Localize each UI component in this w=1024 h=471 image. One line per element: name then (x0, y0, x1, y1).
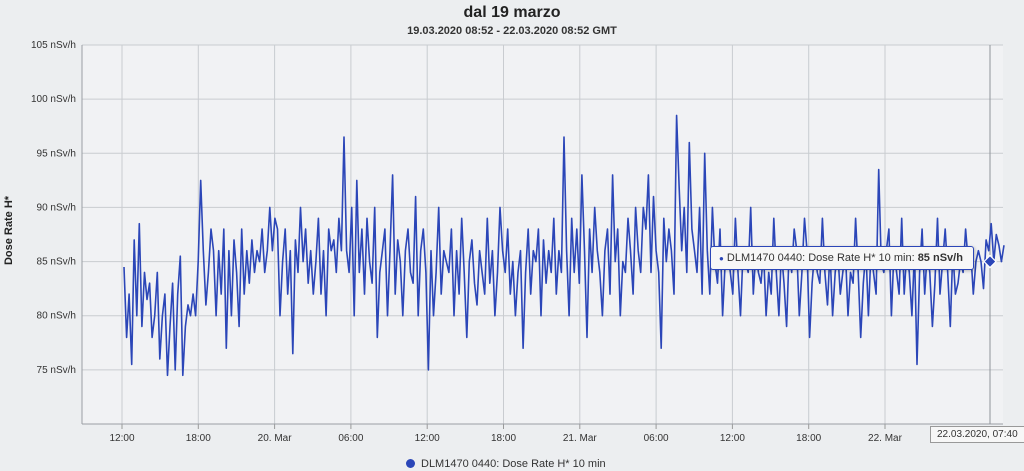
chart-legend[interactable]: DLM1470 0440: Dose Rate H* 10 min (406, 458, 606, 470)
chart-subtitle: 19.03.2020 08:52 - 22.03.2020 08:52 GMT (407, 25, 617, 37)
x-tick-label: 12:00 (720, 433, 745, 444)
x-tick-label: 06:00 (644, 433, 669, 444)
tooltip-value: 85 nSv/h (917, 252, 963, 264)
x-tick-label: 18:00 (796, 433, 821, 444)
x-tick-label: 12:00 (415, 433, 440, 444)
y-tick-label: 105 nSv/h (31, 40, 76, 51)
plot-area (82, 45, 1003, 424)
crosshair-x-label: 22.03.2020, 07:40 (930, 426, 1024, 443)
x-tick-label: 18:00 (186, 433, 211, 444)
x-tick-label: 18:00 (491, 433, 516, 444)
x-tick-label: 12:00 (109, 433, 134, 444)
x-tick-label: 20. Mar (258, 433, 293, 444)
y-tick-label: 95 nSv/h (37, 148, 76, 159)
y-tick-label: 100 nSv/h (31, 94, 76, 105)
x-tick-label: 06:00 (338, 433, 363, 444)
y-tick-label: 90 nSv/h (37, 202, 76, 213)
hover-point[interactable] (983, 254, 997, 269)
legend-label: DLM1470 0440: Dose Rate H* 10 min (421, 458, 606, 470)
x-tick-label: 22. Mar (868, 433, 903, 444)
data-tooltip: ● DLM1470 0440: Dose Rate H* 10 min: 85 … (710, 246, 974, 270)
legend-marker-icon (406, 459, 415, 468)
chart-title: dal 19 marzo (463, 4, 561, 21)
y-tick-label: 75 nSv/h (37, 365, 76, 376)
y-tick-label: 85 nSv/h (37, 257, 76, 268)
tooltip-marker-icon: ● (719, 254, 724, 263)
y-tick-label: 80 nSv/h (37, 311, 76, 322)
tooltip-series-label: DLM1470 0440: Dose Rate H* 10 min: (726, 252, 915, 264)
y-axis-title: Dose Rate H* (3, 195, 15, 265)
x-tick-label: 21. Mar (563, 433, 598, 444)
